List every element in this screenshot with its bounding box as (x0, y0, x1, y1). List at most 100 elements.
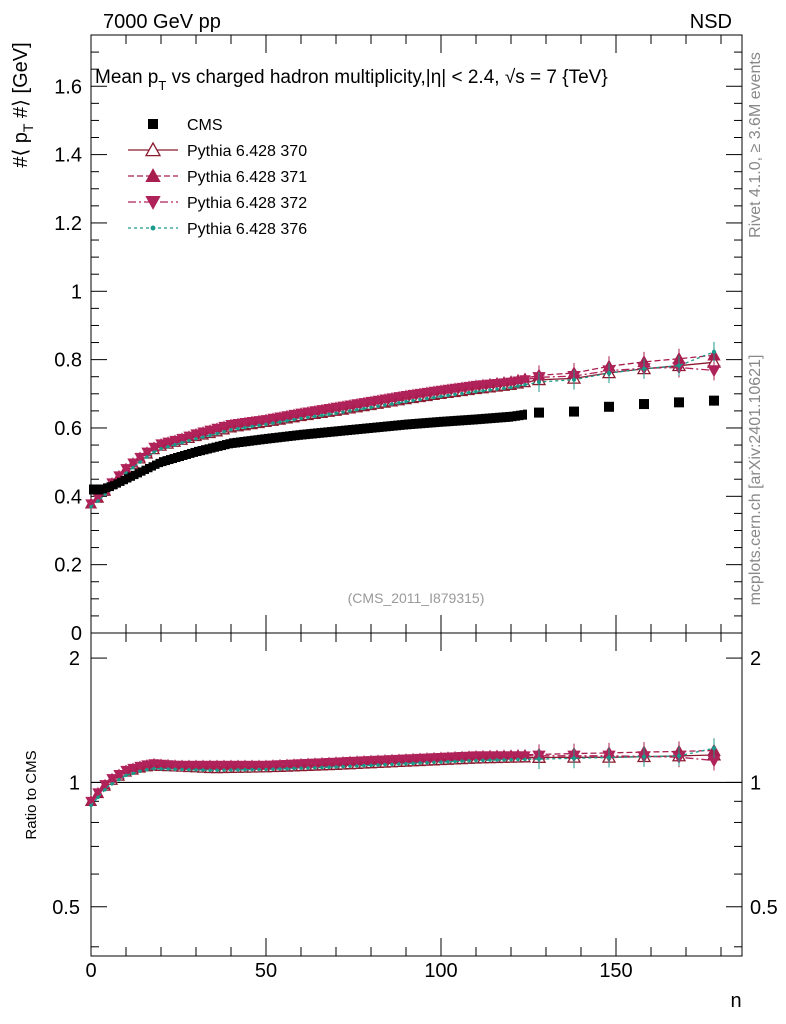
ratio-marker (120, 765, 132, 777)
cms-data-point (709, 395, 719, 406)
cms-data-point (509, 411, 513, 422)
cms-data-point (330, 426, 335, 437)
ratio-marker (376, 763, 380, 767)
y-tick-label: 0.2 (54, 555, 82, 577)
ratio-marker (509, 757, 513, 762)
ratio-marker (334, 765, 338, 769)
cms-data-point (204, 444, 209, 455)
series-marker (295, 408, 307, 419)
ratio-marker (414, 753, 426, 765)
ratio-marker (264, 767, 268, 772)
y-tick-label: 1 (71, 281, 82, 303)
cms-data-point (327, 427, 331, 438)
cms-data-point (674, 397, 684, 408)
series-marker (264, 422, 268, 427)
series-marker (428, 386, 440, 398)
series-marker (316, 405, 328, 416)
title-part-d: |η| < 2.4, √s = 7 {TeV} (426, 67, 608, 88)
cms-data-point (148, 462, 153, 473)
cms-data-point (348, 425, 352, 436)
ratio-marker (141, 760, 153, 771)
cms-data-point (428, 417, 433, 428)
series-marker (288, 409, 300, 421)
ratio-marker (449, 752, 461, 763)
series-marker (169, 435, 181, 447)
ratio-marker (309, 758, 321, 769)
ratio-marker (386, 755, 398, 766)
cms-data-point (155, 458, 160, 469)
ylabel-part-a: #⟨ p (10, 132, 32, 168)
ratio-marker (425, 760, 429, 765)
cms-data-point (236, 437, 240, 448)
cms-data-point (390, 420, 394, 431)
legend-label: Pythia 6.428 371 (187, 169, 307, 186)
ratio-marker (512, 751, 524, 762)
ratio-marker (92, 788, 104, 799)
ratio-marker (435, 752, 447, 764)
energy-label: 7000 GeV pp (103, 11, 221, 33)
series-marker (512, 376, 524, 387)
ratio-marker (571, 756, 577, 761)
cms-data-point (306, 429, 310, 440)
ratio-marker (215, 768, 219, 772)
series-marker (201, 435, 205, 439)
cms-data-point (470, 414, 475, 425)
cms-data-point (264, 433, 268, 444)
ratio-y-axis-label: Ratio to CMS (23, 750, 40, 839)
cms-data-point (131, 470, 135, 481)
cms-data-point (278, 432, 282, 443)
ratio-marker (124, 773, 128, 778)
series-marker (218, 421, 230, 433)
ratio-marker (208, 768, 212, 772)
cms-data-point (92, 484, 97, 495)
series-marker (372, 395, 384, 406)
x-tick-label: 0 (85, 960, 96, 982)
cms-data-point (169, 454, 174, 465)
ratio-marker (204, 760, 216, 772)
series-marker (386, 393, 398, 404)
ratio-marker (299, 766, 303, 770)
ratio-marker (372, 755, 384, 767)
series-marker (124, 471, 128, 475)
ratio-marker (113, 769, 125, 781)
ratio-marker (351, 756, 363, 767)
series-marker (453, 392, 457, 397)
ratio-marker (481, 758, 485, 763)
series-marker (407, 389, 419, 401)
legend-marker (145, 168, 161, 182)
ylabel-part-c: #⟩ [GeV] (10, 42, 32, 123)
cms-data-point (187, 448, 191, 459)
ratio-marker (187, 767, 191, 772)
cms-data-point (383, 421, 387, 432)
cms-data-point (341, 425, 345, 436)
ratio-marker (502, 758, 506, 762)
legend-marker (145, 196, 161, 210)
ratio-marker (313, 765, 317, 770)
ratio-marker (641, 754, 647, 759)
cms-data-point (523, 409, 527, 420)
cms-data-point (222, 440, 226, 451)
series-marker (131, 465, 135, 470)
legend-label: Pythia 6.428 376 (187, 221, 307, 238)
ratio-marker (330, 757, 342, 768)
ratio-y-tick-label: 2 (69, 648, 80, 670)
x-tick-label: 50 (255, 960, 277, 982)
main-series-layer (84, 341, 722, 510)
cms-data-point (512, 411, 517, 422)
cms-data-point (257, 434, 261, 445)
series-marker (467, 390, 471, 395)
ratio-marker (285, 766, 289, 771)
cms-data-point (194, 446, 198, 457)
main-y-tick-labels: 0 0.2 0.4 0.6 0.8 1 1.2 1.4 1.6 (54, 76, 82, 645)
series-marker (173, 443, 177, 447)
cms-data-point (134, 469, 139, 480)
cms-data-point (435, 417, 440, 428)
ratio-marker (85, 796, 97, 808)
ratio-marker (397, 762, 401, 766)
cms-data-point (309, 428, 314, 439)
ratio-marker (456, 752, 468, 763)
ratio-marker (218, 760, 230, 772)
cms-data-point (446, 416, 450, 427)
series-marker (498, 378, 510, 389)
ratio-y-tick-labels: 0.5 0.5 1 1 2 2 (52, 648, 778, 919)
